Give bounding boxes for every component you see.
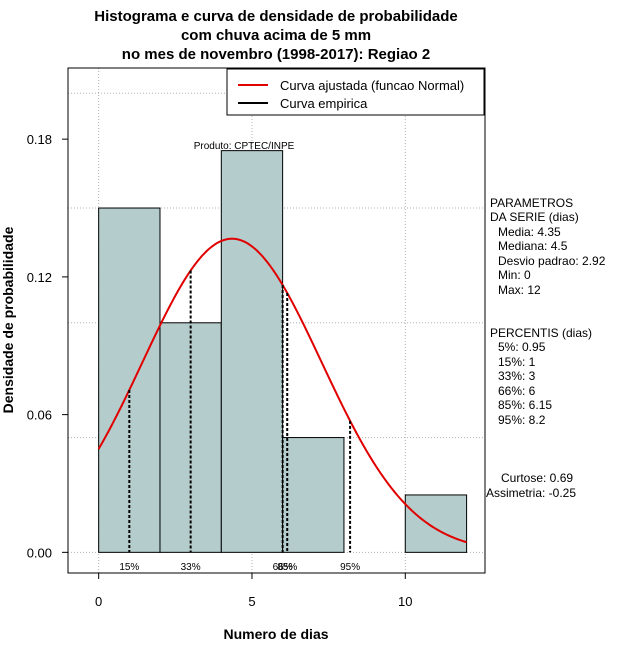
x-tick-label-0: 0 [95,594,102,609]
x-axis-label: Numero de dias [223,626,328,642]
y-tick-label-3: 0.18 [27,132,52,147]
percentil-95: 95%: 8.2 [498,413,546,427]
params-title-line-2: DA SERIE (dias) [490,210,579,224]
param-min: Min: 0 [498,268,531,282]
param-max: Max: 12 [498,283,541,297]
x-tick-label-2: 10 [398,594,412,609]
params-title-line-1: PARAMETROS [490,196,573,210]
param-media: Media: 4.35 [498,225,561,239]
percentil-15: 15%: 1 [498,355,536,369]
plot-frame [67,67,486,574]
percentis-title: PERCENTIS (dias) [490,326,592,340]
histogram-bar-2 [220,150,284,553]
y-tick-label-2: 0.12 [27,270,52,285]
legend: Curva ajustada (funcao Normal) Curva emp… [226,68,485,116]
normal-curve-layer [97,237,467,544]
y-tick-label-0: 0.00 [27,545,52,560]
param-mediana: Mediana: 4.5 [498,239,568,253]
histogram-bar-3 [282,437,345,553]
percentile-label-2: 66% [273,562,293,573]
percentile-label-4: 95% [340,562,360,573]
percentile-label-3: 85% [277,562,297,573]
chart-title-line-3: no mes de novembro (1998-2017): Regiao 2 [122,46,430,63]
percentile-lines: 15% 33% 66%85% 95% [119,270,360,573]
legend-box [226,68,485,116]
y-tick-label-1: 0.06 [27,408,52,423]
param-desvio: Desvio padrao: 2.92 [498,254,606,268]
percentil-66: 66%: 6 [498,384,536,398]
histogram-bar-5 [404,494,468,553]
chart-title-line-2: com chuva acima de 5 mm [181,27,371,44]
axes: 0 5 10 0.00 0.06 0.12 0.18 [27,132,413,609]
assimetria: Assimetria: -0.25 [486,486,576,500]
percentil-85: 85%: 6.15 [498,398,552,412]
percentile-label-0: 15% [119,562,139,573]
percentil-33: 33%: 3 [498,369,536,383]
legend-label-empirical: Curva empirica [280,96,368,111]
y-axis-label: Densidade de probabilidade [0,226,16,413]
curtose: Curtose: 0.69 [501,471,573,485]
percentile-label-1: 33% [181,562,201,573]
x-tick-label-1: 5 [248,594,255,609]
percentil-5: 5%: 0.95 [498,340,546,354]
side-panel: PARAMETROS DA SERIE (dias) Media: 4.35 M… [486,196,606,500]
normal-fit-curve [97,237,467,544]
chart-title-line-1: Histograma e curva de densidade de proba… [94,8,457,25]
legend-label-normal: Curva ajustada (funcao Normal) [280,78,464,93]
product-label: Produto: CPTEC/INPE [194,141,295,152]
